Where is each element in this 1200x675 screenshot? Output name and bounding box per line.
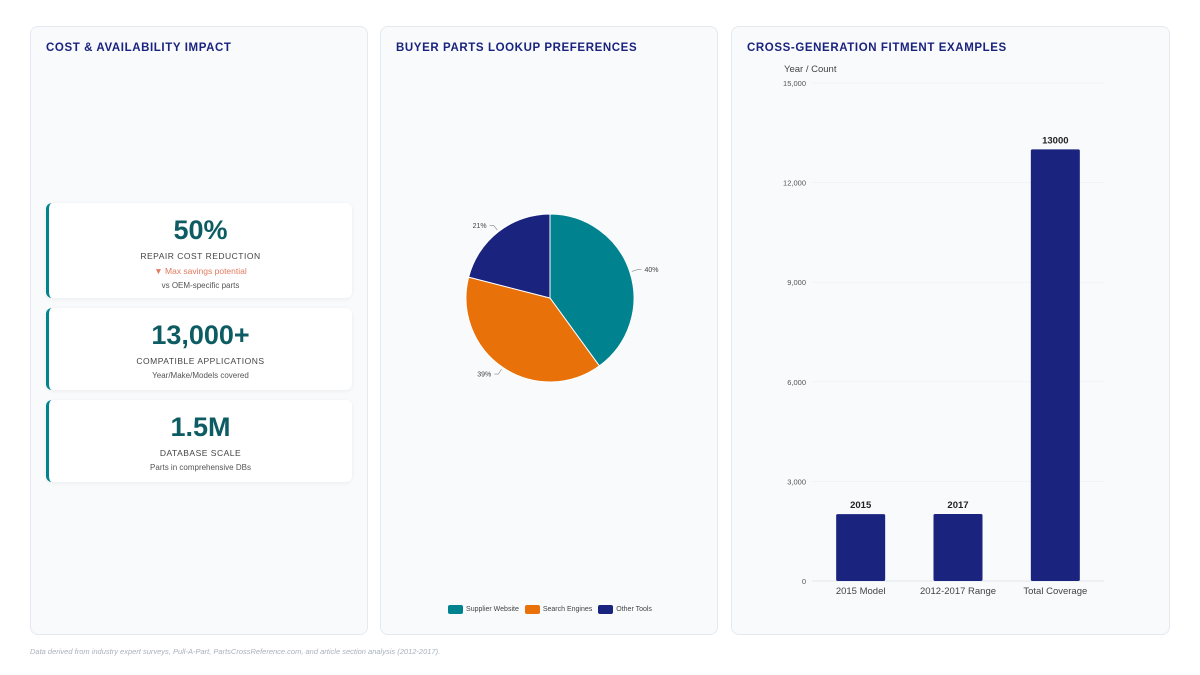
- panel-title: BUYER PARTS LOOKUP PREFERENCES: [396, 42, 638, 54]
- x-tick-label: 2012-2017 Range: [920, 586, 996, 597]
- pie-label-leader: [494, 368, 502, 375]
- pie-slice-search-engines[interactable]: [465, 276, 601, 383]
- cost-availability-panel: COST & AVAILABILITY IMPACT 50% REPAIR CO…: [30, 26, 368, 635]
- bar[interactable]: [1030, 149, 1080, 581]
- bar-data-label: 13000: [1042, 135, 1068, 146]
- x-tick-label: Total Coverage: [1023, 586, 1087, 597]
- y-tick-label: 0: [802, 577, 806, 586]
- legend-label: Supplier Website: [466, 606, 519, 613]
- pie-data-label: 21%: [473, 223, 487, 230]
- y-tick-label: 12,000: [783, 179, 806, 188]
- data-source-footnote: Data derived from industry expert survey…: [30, 647, 441, 656]
- kpi-label: COMPATIBLE APPLICATIONS: [136, 356, 265, 366]
- y-tick-label: 6,000: [787, 378, 806, 387]
- y-tick-label: 3,000: [787, 477, 806, 486]
- legend-item-search-engines[interactable]: Search Engines: [524, 605, 593, 614]
- kpi-label: DATABASE SCALE: [159, 448, 242, 458]
- kpi-card-database-scale: 1.5M DATABASE SCALE Parts in comprehensi…: [46, 400, 352, 482]
- panel-title: COST & AVAILABILITY IMPACT: [46, 42, 232, 54]
- y-axis-title: Year / Count: [784, 64, 837, 75]
- pie-label-leader: [631, 269, 642, 272]
- legend-item-other-tools[interactable]: Other Tools: [598, 605, 652, 614]
- legend-label: Search Engines: [542, 606, 593, 613]
- kpi-value: 50%: [173, 215, 228, 245]
- panel-title: CROSS-GENERATION FITMENT EXAMPLES: [747, 42, 1007, 54]
- bar-data-label: 2017: [947, 500, 968, 511]
- kpi-subtext: vs OEM-specific parts: [161, 281, 240, 290]
- legend-swatch: [598, 605, 614, 614]
- x-tick-label: 2015 Model: [836, 586, 886, 597]
- pie-chart: 40% 39% 21%: [465, 213, 659, 383]
- bar[interactable]: [933, 514, 983, 581]
- legend-swatch: [524, 605, 540, 614]
- pie-data-label: 39%: [477, 372, 491, 379]
- kpi-label: REPAIR COST REDUCTION: [140, 251, 261, 261]
- kpi-value: 1.5M: [170, 412, 231, 442]
- pie-data-label: 40%: [644, 267, 658, 274]
- legend-swatch: [448, 605, 464, 614]
- bar-data-label: 2015: [850, 500, 872, 511]
- pie-slice-other-tools[interactable]: [468, 213, 551, 299]
- pie-label-leader: [489, 225, 498, 231]
- bar[interactable]: [836, 514, 886, 581]
- y-tick-label: 15,000: [783, 79, 806, 88]
- kpi-card-cost-reduction: 50% REPAIR COST REDUCTION ▼ Max savings …: [46, 203, 352, 298]
- bar-chart: Year / Count 0 3,000 6,000 9,000 12,000 15,000…: [783, 64, 1104, 597]
- pie-slice-supplier-website[interactable]: [549, 213, 635, 367]
- legend-label: Other Tools: [616, 606, 652, 613]
- lookup-preferences-panel: BUYER PARTS LOOKUP PREFERENCES 40% 39% 21%…: [380, 26, 718, 635]
- legend-item-supplier-website[interactable]: Supplier Website: [448, 605, 519, 614]
- fitment-examples-panel: CROSS-GENERATION FITMENT EXAMPLES Year /…: [731, 26, 1170, 635]
- pie-legend: Supplier Website Search Engines Other To…: [381, 605, 719, 614]
- kpi-value: 13,000+: [151, 320, 250, 350]
- kpi-subtext: Parts in comprehensive DBs: [150, 463, 251, 472]
- kpi-subtext: Year/Make/Models covered: [152, 371, 249, 380]
- kpi-card-compatible-applications: 13,000+ COMPATIBLE APPLICATIONS Year/Mak…: [46, 308, 352, 390]
- kpi-trend: ▼ Max savings potential: [154, 266, 247, 276]
- y-tick-label: 9,000: [787, 278, 806, 287]
